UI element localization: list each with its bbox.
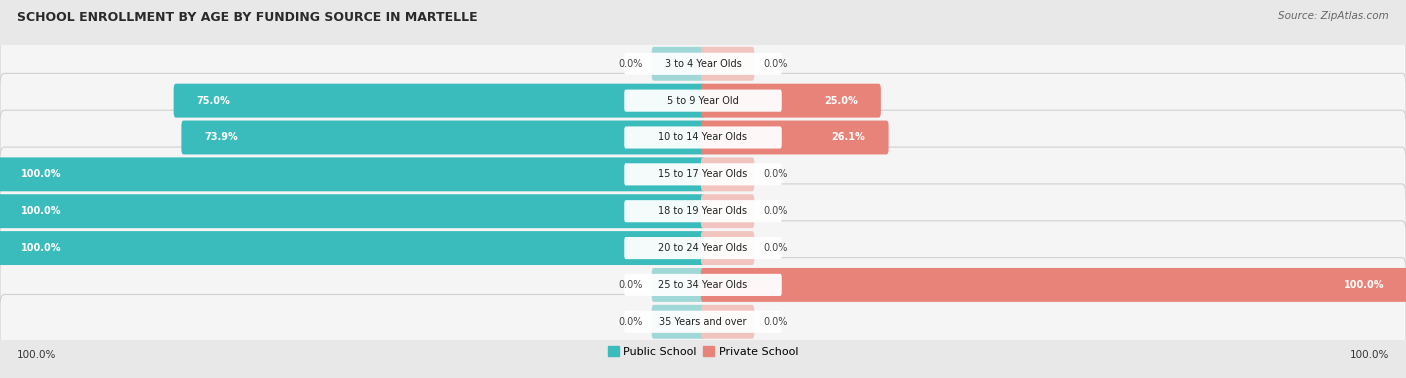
FancyBboxPatch shape <box>624 200 782 222</box>
FancyBboxPatch shape <box>0 221 1406 275</box>
Text: 0.0%: 0.0% <box>619 59 643 69</box>
FancyBboxPatch shape <box>702 305 754 339</box>
Legend: Public School, Private School: Public School, Private School <box>603 342 803 361</box>
Text: 100.0%: 100.0% <box>1344 280 1385 290</box>
Text: 75.0%: 75.0% <box>197 96 231 105</box>
Text: 0.0%: 0.0% <box>619 317 643 327</box>
Text: 100.0%: 100.0% <box>21 169 62 179</box>
FancyBboxPatch shape <box>0 258 1406 312</box>
Text: 0.0%: 0.0% <box>763 206 787 216</box>
FancyBboxPatch shape <box>702 157 754 191</box>
Text: 0.0%: 0.0% <box>763 59 787 69</box>
Text: 0.0%: 0.0% <box>763 317 787 327</box>
Text: 18 to 19 Year Olds: 18 to 19 Year Olds <box>658 206 748 216</box>
Text: Source: ZipAtlas.com: Source: ZipAtlas.com <box>1278 11 1389 21</box>
FancyBboxPatch shape <box>624 237 782 259</box>
Text: 20 to 24 Year Olds: 20 to 24 Year Olds <box>658 243 748 253</box>
Text: 0.0%: 0.0% <box>763 169 787 179</box>
FancyBboxPatch shape <box>0 157 706 191</box>
Text: 3 to 4 Year Olds: 3 to 4 Year Olds <box>665 59 741 69</box>
Text: 35 Years and over: 35 Years and over <box>659 317 747 327</box>
FancyBboxPatch shape <box>0 147 1406 201</box>
FancyBboxPatch shape <box>624 126 782 149</box>
FancyBboxPatch shape <box>624 53 782 75</box>
Text: 100.0%: 100.0% <box>21 206 62 216</box>
FancyBboxPatch shape <box>624 311 782 333</box>
FancyBboxPatch shape <box>702 84 882 118</box>
Text: SCHOOL ENROLLMENT BY AGE BY FUNDING SOURCE IN MARTELLE: SCHOOL ENROLLMENT BY AGE BY FUNDING SOUR… <box>17 11 478 24</box>
FancyBboxPatch shape <box>702 268 1406 302</box>
FancyBboxPatch shape <box>652 268 706 302</box>
Text: 0.0%: 0.0% <box>763 243 787 253</box>
FancyBboxPatch shape <box>0 231 706 265</box>
FancyBboxPatch shape <box>652 305 706 339</box>
FancyBboxPatch shape <box>624 90 782 112</box>
Text: 100.0%: 100.0% <box>21 243 62 253</box>
FancyBboxPatch shape <box>181 121 706 155</box>
FancyBboxPatch shape <box>702 231 754 265</box>
Text: 15 to 17 Year Olds: 15 to 17 Year Olds <box>658 169 748 179</box>
FancyBboxPatch shape <box>652 47 706 81</box>
FancyBboxPatch shape <box>0 194 706 228</box>
FancyBboxPatch shape <box>0 37 1406 91</box>
Text: 10 to 14 Year Olds: 10 to 14 Year Olds <box>658 133 748 143</box>
Text: 100.0%: 100.0% <box>1350 350 1389 360</box>
Text: 0.0%: 0.0% <box>619 280 643 290</box>
FancyBboxPatch shape <box>174 84 706 118</box>
FancyBboxPatch shape <box>702 194 754 228</box>
FancyBboxPatch shape <box>702 47 754 81</box>
FancyBboxPatch shape <box>0 294 1406 349</box>
FancyBboxPatch shape <box>624 274 782 296</box>
Text: 100.0%: 100.0% <box>17 350 56 360</box>
Text: 25.0%: 25.0% <box>824 96 858 105</box>
Text: 25 to 34 Year Olds: 25 to 34 Year Olds <box>658 280 748 290</box>
Text: 5 to 9 Year Old: 5 to 9 Year Old <box>666 96 740 105</box>
FancyBboxPatch shape <box>624 163 782 186</box>
FancyBboxPatch shape <box>0 73 1406 128</box>
FancyBboxPatch shape <box>0 184 1406 239</box>
Text: 73.9%: 73.9% <box>205 133 239 143</box>
FancyBboxPatch shape <box>0 110 1406 165</box>
Text: 26.1%: 26.1% <box>831 133 866 143</box>
FancyBboxPatch shape <box>702 121 889 155</box>
